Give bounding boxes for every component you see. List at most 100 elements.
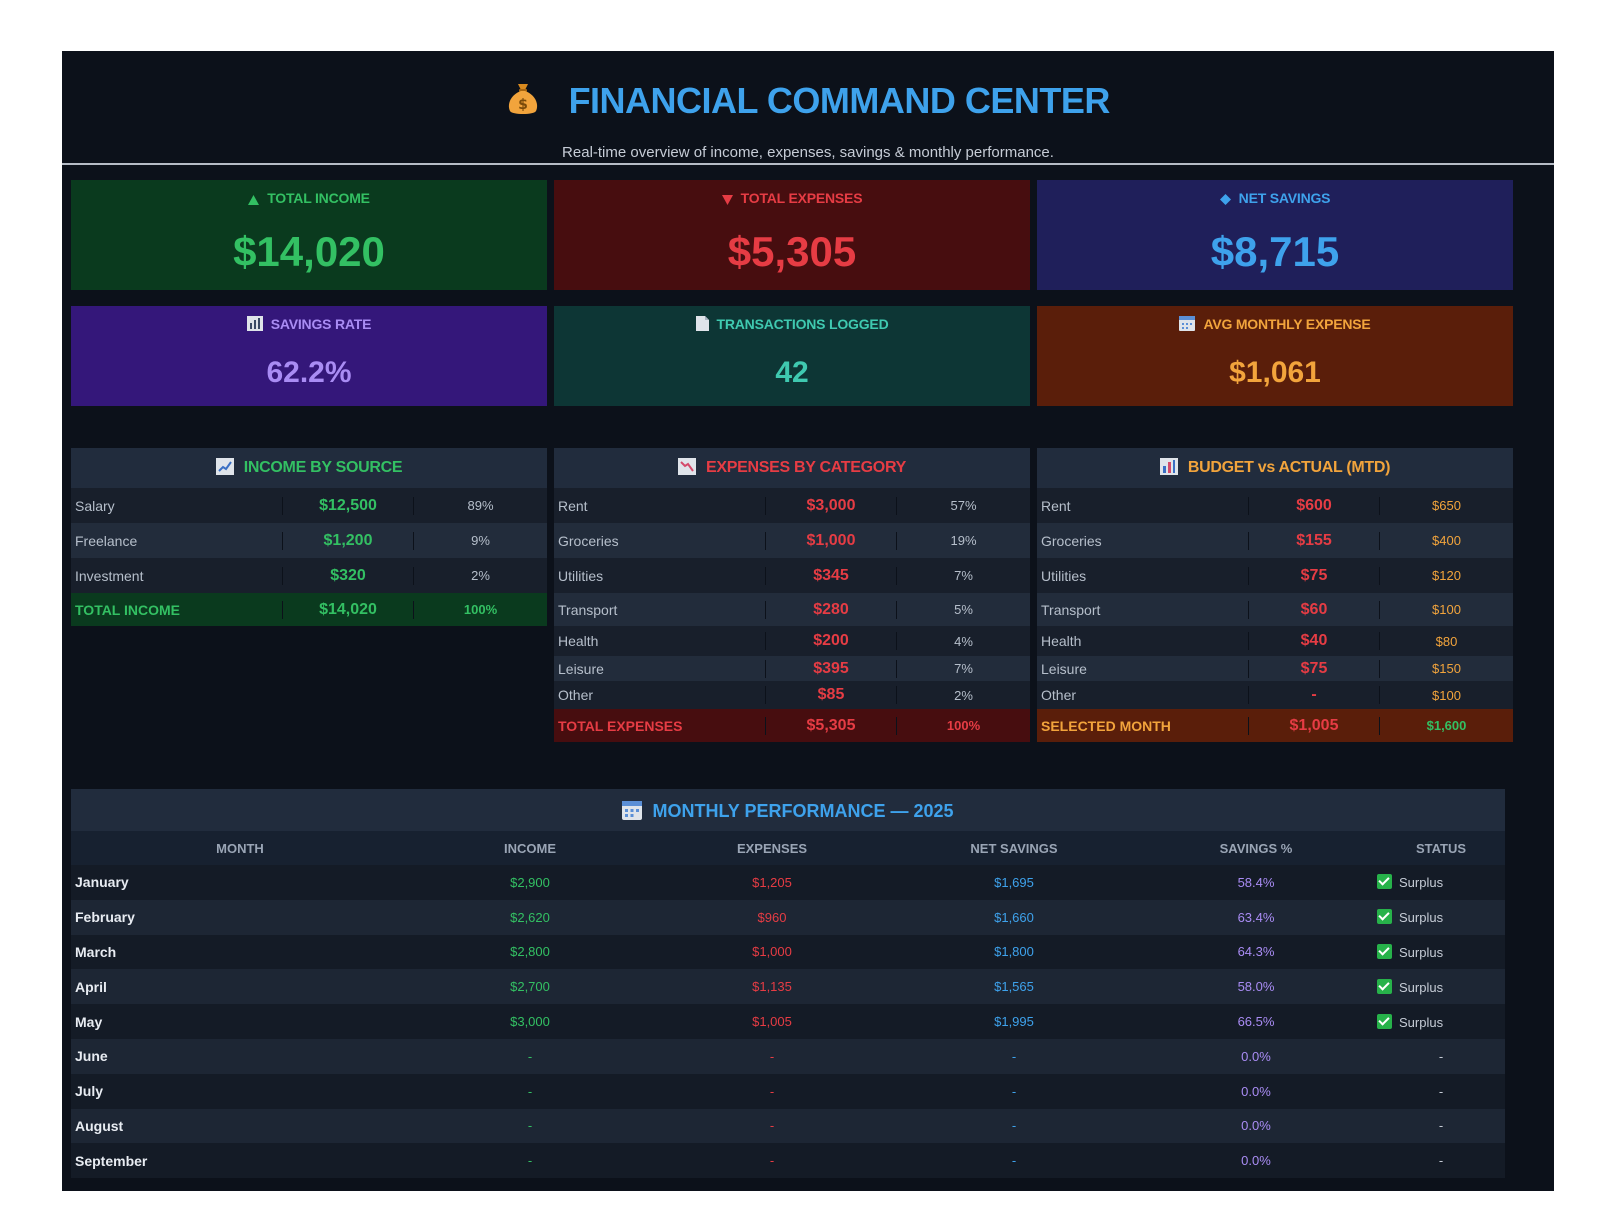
category-pct: 7% xyxy=(954,661,973,676)
expenses-by-category-header: EXPENSES BY CATEGORY xyxy=(554,448,1030,488)
actual-amount: $600 xyxy=(1248,496,1380,515)
kpi-net-savings-label: NET SAVINGS xyxy=(1037,190,1513,208)
total-row: TOTAL EXPENSES $5,305 100% xyxy=(554,709,1030,742)
total-budget-amount: $1,600 xyxy=(1426,718,1467,733)
bar-chart-icon xyxy=(1159,451,1178,491)
total-source-pct: 100% xyxy=(463,602,498,617)
status-text: Surplus xyxy=(1399,944,1444,960)
month-status: - xyxy=(1377,1049,1505,1064)
monthly-performance-header: MONTHLY PERFORMANCE — 2025 xyxy=(71,789,1505,831)
budget-category: Rent xyxy=(1041,497,1071,514)
month-month: June xyxy=(75,1048,108,1065)
status-text: Surplus xyxy=(1399,875,1444,891)
actual-amount: $75 xyxy=(1248,566,1380,585)
month-expenses: - xyxy=(769,1118,775,1134)
status-text: - xyxy=(1438,1048,1444,1064)
actual-amount: $155 xyxy=(1248,531,1380,550)
expenses-by-category-table: Rent $3,000 57% Groceries $1,000 19% Utilities… xyxy=(554,488,1030,742)
table-row: Utilities $75 $120 xyxy=(1037,558,1513,593)
category-name: Other xyxy=(558,687,594,703)
table-row: Salary $12,500 89% xyxy=(71,488,547,523)
month-income: - xyxy=(527,1153,533,1169)
budget-category: Utilities xyxy=(1041,567,1087,584)
month-pct: 66.5% xyxy=(1237,1014,1275,1030)
document-icon xyxy=(695,316,709,334)
col-month: MONTH xyxy=(216,840,264,856)
income-by-source-header: INCOME BY SOURCE xyxy=(71,448,547,488)
month-pct: 0.0% xyxy=(1241,1083,1271,1099)
kpi-transactions: TRANSACTIONS LOGGED 42 xyxy=(554,306,1030,406)
status-text: - xyxy=(1438,1083,1444,1099)
budget-vs-actual-table: Rent $600 $650 Groceries $155 $400 Utilities $7… xyxy=(1037,488,1513,742)
source-amount: $320 xyxy=(282,566,414,585)
budget-amount: $100 xyxy=(1432,602,1461,617)
month-month: July xyxy=(75,1083,104,1100)
month-income: $3,000 xyxy=(510,1014,550,1030)
monthly-column-headers: MONTH INCOME EXPENSES NET SAVINGS SAVING… xyxy=(71,831,1505,865)
month-pct: 63.4% xyxy=(1237,909,1275,925)
month-status: Surplus xyxy=(1377,943,1505,960)
month-net: $1,800 xyxy=(994,944,1034,960)
budget-amount: $100 xyxy=(1432,687,1461,703)
month-status: - xyxy=(1377,1084,1505,1099)
table-row: Rent $3,000 57% xyxy=(554,488,1030,523)
budget-amount: $400 xyxy=(1432,533,1461,548)
month-expenses: $1,135 xyxy=(752,979,792,995)
month-expenses: $960 xyxy=(757,909,787,925)
month-pct: 0.0% xyxy=(1241,1153,1271,1169)
budget-amount: $80 xyxy=(1435,633,1458,649)
checkmark-icon xyxy=(1377,943,1392,959)
table-row: Freelance $1,200 9% xyxy=(71,523,547,558)
month-net: - xyxy=(1011,1153,1017,1169)
month-net: - xyxy=(1011,1048,1017,1064)
month-income: - xyxy=(527,1048,533,1064)
kpi-savings-rate-label: SAVINGS RATE xyxy=(71,316,547,334)
source-amount: $12,500 xyxy=(282,496,414,515)
table-row: Groceries $1,000 19% xyxy=(554,523,1030,558)
budget-category: Health xyxy=(1041,633,1082,649)
kpi-total-expenses-value: $5,305 xyxy=(727,228,857,275)
kpi-transactions-label: TRANSACTIONS LOGGED xyxy=(554,316,1030,334)
status-text: Surplus xyxy=(1399,910,1444,926)
category-pct: 57% xyxy=(950,498,977,513)
status-text: Surplus xyxy=(1399,1014,1444,1030)
kpi-total-income-label: TOTAL INCOME xyxy=(71,190,547,208)
status-text: Surplus xyxy=(1399,979,1444,995)
checkmark-icon xyxy=(1377,909,1392,925)
category-name: Transport xyxy=(558,601,618,618)
dashboard: $ FINANCIAL COMMAND CENTER Real-time ove… xyxy=(62,51,1554,1191)
month-net: - xyxy=(1011,1083,1017,1099)
category-name: Utilities xyxy=(558,567,604,584)
month-pct: 0.0% xyxy=(1241,1118,1271,1134)
budget-amount: $120 xyxy=(1432,568,1461,583)
budget-amount: $150 xyxy=(1432,661,1461,676)
total-budget-category: SELECTED MONTH xyxy=(1041,717,1171,734)
col-income: INCOME xyxy=(504,840,556,856)
expenses-by-category-panel: EXPENSES BY CATEGORY Rent $3,000 57% Grocer… xyxy=(554,448,1030,742)
title-bar: $ FINANCIAL COMMAND CENTER xyxy=(62,79,1554,122)
total-category-pct: 100% xyxy=(946,718,981,733)
budget-category: Transport xyxy=(1041,601,1101,618)
table-row: Groceries $155 $400 xyxy=(1037,523,1513,558)
month-expenses: $1,205 xyxy=(752,874,792,890)
table-row: January $2,900 $1,205 $1,695 58.4% Surplus xyxy=(71,865,1505,900)
table-row: Utilities $345 7% xyxy=(554,558,1030,593)
category-name: Health xyxy=(558,633,599,649)
table-row: July - - - 0.0% - xyxy=(71,1073,1505,1109)
budget-category: Other xyxy=(1041,687,1077,703)
month-month: January xyxy=(75,874,129,891)
calendar-icon xyxy=(622,792,643,836)
table-row: Rent $600 $650 xyxy=(1037,488,1513,523)
income-by-source-table: Salary $12,500 89% Freelance $1,200 9% Investm… xyxy=(71,488,547,626)
col-status: STATUS xyxy=(1415,840,1467,856)
category-pct: 5% xyxy=(954,602,973,617)
kpi-total-income-value: $14,020 xyxy=(233,228,385,275)
kpi-savings-rate-value: 62.2% xyxy=(266,356,352,389)
category-amount: $395 xyxy=(765,659,897,678)
total-source-amount: $14,020 xyxy=(282,600,414,619)
kpi-net-savings: NET SAVINGS $8,715 xyxy=(1037,180,1513,290)
month-expenses: - xyxy=(769,1048,775,1064)
triangle-up-icon xyxy=(248,192,260,208)
month-month: September xyxy=(75,1152,148,1169)
month-income: - xyxy=(527,1118,533,1134)
